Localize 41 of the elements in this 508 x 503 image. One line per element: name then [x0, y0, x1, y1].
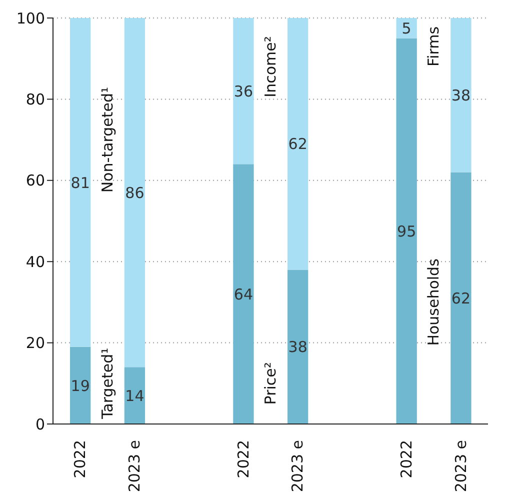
- data-label: 86: [125, 184, 144, 202]
- annotation: Non-targeted¹: [98, 86, 116, 193]
- annotation: Income²: [262, 36, 280, 98]
- data-label: 38: [288, 338, 308, 356]
- bar: [450, 18, 472, 172]
- x-tick-label: 2023 e: [126, 440, 144, 492]
- x-tick-label: 2022: [71, 440, 90, 478]
- data-label: 62: [451, 289, 471, 308]
- data-label: 36: [234, 82, 254, 100]
- data-label: 62: [288, 135, 308, 154]
- bar: [288, 270, 308, 424]
- bar: [70, 18, 91, 347]
- data-label: 38: [451, 86, 471, 104]
- bar: [70, 346, 91, 424]
- bar: [233, 164, 254, 424]
- y-tick-label: 0: [35, 415, 45, 434]
- x-tick-label: 2022: [234, 440, 252, 478]
- x-tick-label: 2023 e: [452, 440, 470, 492]
- y-tick-label: 80: [26, 90, 45, 109]
- bar: [124, 18, 146, 368]
- data-label: 64: [234, 285, 254, 304]
- x-tick-label: 2022: [397, 440, 416, 478]
- bar: [396, 38, 417, 424]
- x-tick-label: 2023 e: [288, 440, 307, 492]
- annotation: Households: [424, 258, 443, 346]
- bar: [233, 18, 254, 164]
- y-tick-label: 20: [26, 334, 45, 352]
- y-tick-label: 40: [26, 252, 45, 271]
- bar: [450, 172, 472, 424]
- annotation: Firms: [424, 26, 443, 66]
- y-tick-label: 100: [16, 9, 45, 28]
- data-label: 5: [402, 19, 412, 38]
- data-label: 81: [70, 174, 90, 192]
- bar: [288, 18, 308, 270]
- y-tick-label: 60: [26, 172, 45, 190]
- data-label: 19: [70, 376, 90, 395]
- annotation: Targeted¹: [98, 348, 116, 420]
- data-label: 14: [125, 386, 144, 405]
- data-label: 95: [397, 222, 416, 240]
- annotation: Price²: [262, 362, 280, 405]
- bar: [124, 367, 146, 424]
